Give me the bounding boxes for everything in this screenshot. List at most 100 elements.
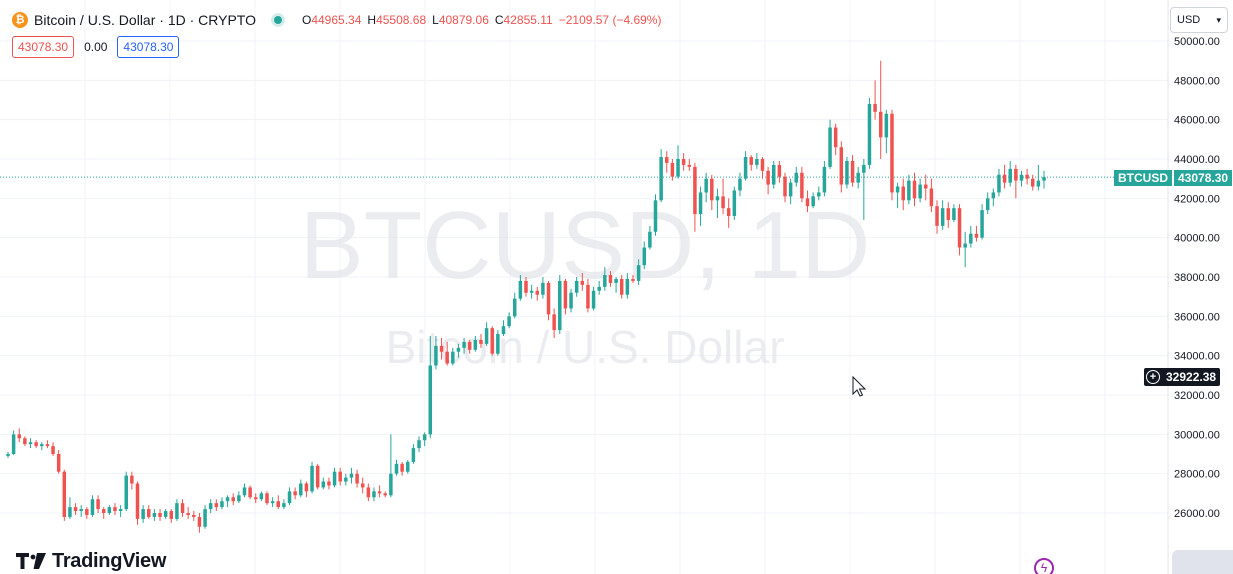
candle-up [237,495,241,502]
candle-up [991,192,996,199]
symbol-title[interactable]: Bitcoin / U.S. Dollar · 1D · CRYPTO [34,12,256,28]
candle-up [6,454,10,456]
candle-down [377,491,382,494]
candle-down [169,511,174,519]
crosshair-price-value: 32922.38 [1166,370,1217,384]
candle-up [794,172,799,183]
candle-down [850,160,855,183]
candle-up [985,198,990,211]
bitcoin-logo-icon[interactable]: ₿ [12,12,28,28]
candle-down [524,280,528,293]
candle-up [203,509,207,527]
candle-down [445,351,449,364]
candle-down [924,184,928,189]
candle-up [704,178,708,193]
candle-up [287,491,292,504]
y-tick-label: 46000.00 [1174,115,1220,127]
candle-up [282,503,286,508]
candle-up [529,290,534,293]
y-tick-label: 40000.00 [1174,233,1220,245]
tradingview-brand[interactable]: TradingView [16,549,166,573]
candle-up [1042,177,1046,181]
candle-down [315,465,320,488]
toolbar-corner[interactable] [1172,550,1233,574]
candle-up [1008,168,1012,183]
candle-down [974,233,979,238]
candle-down [901,186,905,201]
candle-down [710,178,714,201]
candle-up [428,365,433,435]
candle-down [777,164,782,177]
candle-up [867,103,872,165]
candle-up [422,434,427,441]
symbol-legend: ₿ Bitcoin / U.S. Dollar · 1D · CRYPTO O4… [12,10,661,30]
candle-down [276,501,281,508]
bid-price-box[interactable]: 43078.30 [12,36,75,58]
chart-grid [0,0,1168,574]
candle-up [332,471,337,486]
candle-down [946,208,951,220]
y-tick-label: 48000.00 [1174,75,1220,87]
tradingview-logo-icon [16,553,46,569]
candle-down [113,507,117,512]
candle-up [653,200,658,232]
last-price-badge: BTCUSD 43078.30 [1114,170,1233,186]
candle-down [1025,174,1029,179]
candle-down [1014,168,1018,181]
candle-down [681,159,686,165]
candle-down [85,509,89,515]
candle-up [1036,180,1041,187]
candle-up [40,444,44,447]
candle-up [884,113,889,138]
candle-down [304,483,309,492]
candle-up [771,164,776,185]
candle-down [479,339,483,344]
candle-up [270,501,275,504]
y-tick-label: 34000.00 [1174,351,1220,363]
candle-up [411,448,416,462]
candle-down [631,278,635,281]
candle-down [467,341,472,350]
crosshair-price-badge[interactable]: + 32922.38 [1144,368,1221,386]
candle-up [591,290,596,309]
candle-down [96,499,100,510]
candle-up [558,280,562,331]
candle-down [490,328,494,354]
candle-up [107,507,112,513]
market-status-icon[interactable] [273,16,282,24]
candle-up [817,192,821,197]
candle-up [636,265,641,281]
candle-down [665,157,669,163]
ask-price-box[interactable]: 43078.30 [117,36,180,58]
candle-up [175,503,179,519]
candle-up [952,208,956,220]
candle-down [62,471,67,517]
candle-down [563,280,568,309]
candle-down [56,454,61,472]
candle-down [890,113,894,193]
candle-down [800,172,804,199]
lightning-icon[interactable]: ϟ [1034,558,1054,574]
y-tick-label: 26000.00 [1174,508,1220,520]
plus-circle-icon[interactable]: + [1146,370,1160,384]
candle-up [1019,174,1024,181]
candle-up [462,341,466,348]
candle-up [997,174,1001,193]
candles [6,60,1046,533]
candle-up [451,351,455,364]
candle-up [518,280,523,299]
candle-up [743,157,748,179]
candle-down [1002,174,1007,183]
candle-down [355,473,359,484]
candle-up [715,196,720,201]
price-axis[interactable]: 26000.00 28000.00 30000.00 32000.00 34000.00… [1167,0,1220,574]
candle-down [51,446,55,454]
candle-up [512,298,517,317]
candle-down [186,513,190,515]
ohlc-low: L40879.06 [432,13,489,27]
candle-down [147,509,151,517]
candle-up [11,434,16,454]
candle-up [614,278,618,283]
currency-select[interactable]: USD ▾ [1170,7,1228,33]
